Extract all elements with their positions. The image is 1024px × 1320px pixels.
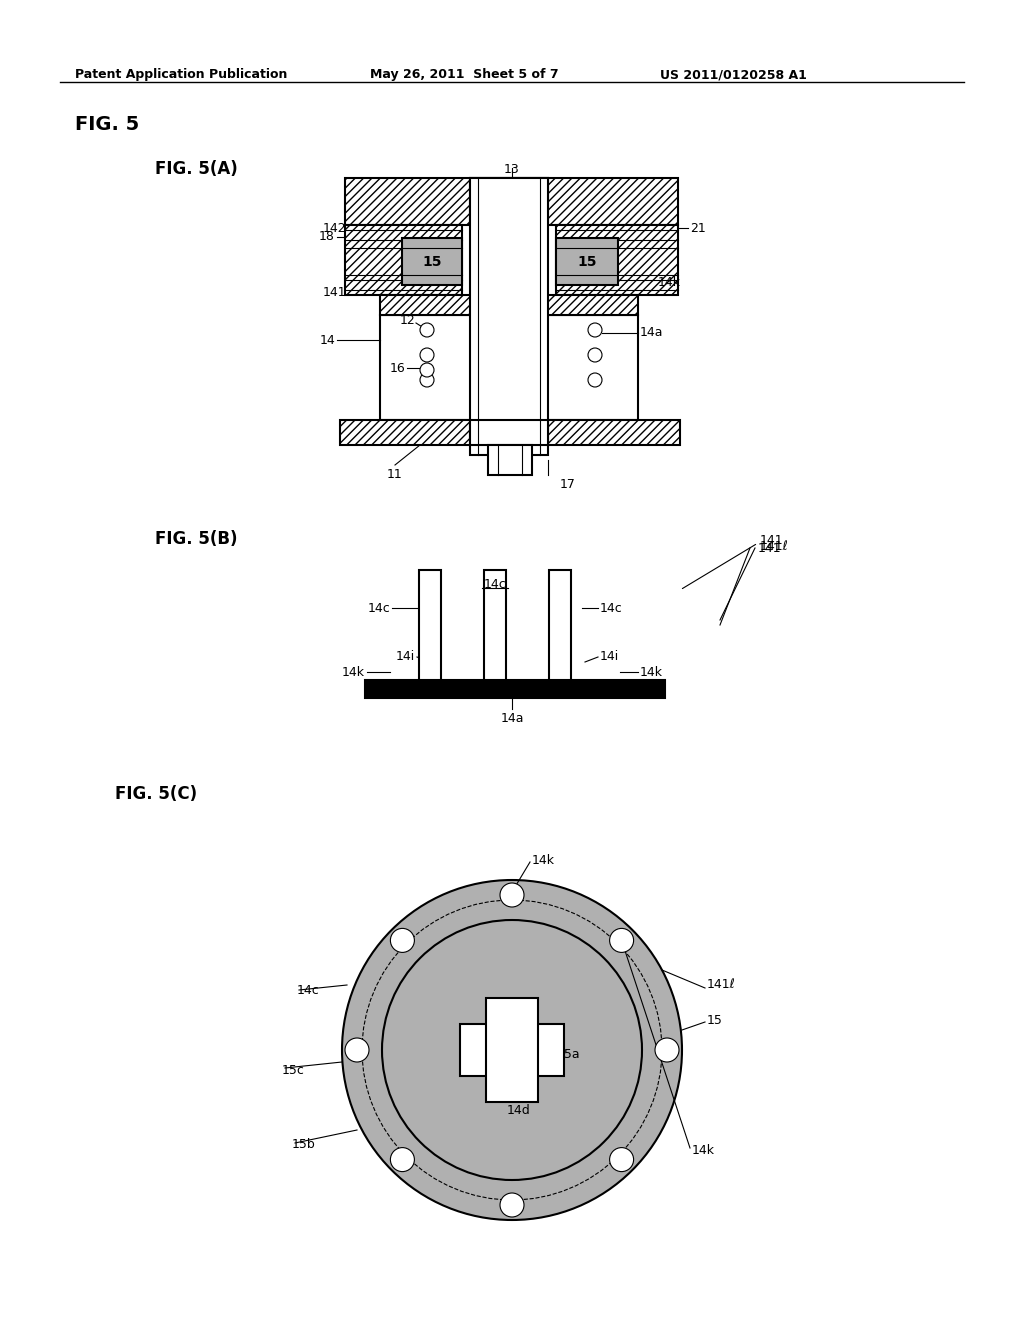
Circle shape — [609, 1147, 634, 1172]
Polygon shape — [556, 224, 678, 294]
Text: 142: 142 — [323, 222, 346, 235]
Polygon shape — [345, 178, 678, 224]
Text: FIG. 5(C): FIG. 5(C) — [115, 785, 198, 803]
Polygon shape — [488, 445, 532, 475]
Text: 141: 141 — [758, 543, 781, 554]
Text: 14c: 14c — [368, 602, 390, 615]
Text: 14c: 14c — [483, 578, 507, 591]
Text: 14k: 14k — [658, 276, 681, 289]
Text: 141: 141 — [323, 285, 346, 298]
Polygon shape — [380, 294, 638, 315]
Polygon shape — [460, 1024, 564, 1076]
Text: FIG. 5: FIG. 5 — [75, 115, 139, 135]
Text: FIG. 5(A): FIG. 5(A) — [155, 160, 238, 178]
Text: 141: 141 — [760, 533, 783, 546]
Text: 14a: 14a — [501, 711, 523, 725]
Polygon shape — [345, 224, 462, 294]
Text: 18: 18 — [319, 231, 335, 243]
Text: 15a: 15a — [557, 1048, 581, 1061]
Text: 14a: 14a — [640, 326, 664, 339]
Circle shape — [420, 363, 434, 378]
Text: 14c: 14c — [600, 602, 623, 615]
Text: 141ℓ: 141ℓ — [707, 978, 736, 991]
Text: Patent Application Publication: Patent Application Publication — [75, 69, 288, 81]
Text: FIG. 5(B): FIG. 5(B) — [155, 531, 238, 548]
Text: 15c: 15c — [282, 1064, 305, 1077]
Text: 15b: 15b — [292, 1138, 315, 1151]
Circle shape — [588, 323, 602, 337]
Text: 15: 15 — [578, 255, 597, 268]
Circle shape — [390, 928, 415, 953]
Circle shape — [390, 1147, 415, 1172]
Text: 14k: 14k — [640, 665, 663, 678]
Text: 15: 15 — [707, 1014, 723, 1027]
Text: 21: 21 — [690, 222, 706, 235]
Circle shape — [420, 374, 434, 387]
Circle shape — [655, 1038, 679, 1063]
Polygon shape — [380, 315, 638, 420]
Circle shape — [588, 348, 602, 362]
Text: 14k: 14k — [532, 854, 555, 866]
Text: 14k: 14k — [692, 1143, 715, 1156]
Text: 17: 17 — [560, 478, 575, 491]
Text: 14: 14 — [319, 334, 335, 346]
Circle shape — [500, 1193, 524, 1217]
Circle shape — [588, 374, 602, 387]
Polygon shape — [340, 420, 680, 445]
Polygon shape — [556, 238, 618, 285]
Polygon shape — [484, 570, 506, 680]
Text: 16: 16 — [389, 362, 406, 375]
Polygon shape — [470, 178, 548, 455]
Text: 14i: 14i — [395, 651, 415, 664]
Polygon shape — [486, 998, 538, 1102]
Circle shape — [345, 1038, 369, 1063]
Text: May 26, 2011  Sheet 5 of 7: May 26, 2011 Sheet 5 of 7 — [370, 69, 559, 81]
Circle shape — [500, 883, 524, 907]
Circle shape — [420, 323, 434, 337]
Text: 12: 12 — [399, 314, 415, 326]
Polygon shape — [419, 570, 441, 680]
Circle shape — [420, 348, 434, 362]
Polygon shape — [365, 680, 665, 698]
Text: 15: 15 — [422, 255, 441, 268]
Polygon shape — [549, 570, 571, 680]
Polygon shape — [402, 238, 462, 285]
Text: 11: 11 — [387, 469, 402, 480]
Circle shape — [382, 920, 642, 1180]
Text: 14i: 14i — [600, 651, 620, 664]
Circle shape — [609, 928, 634, 953]
Text: 13: 13 — [504, 162, 520, 176]
Text: US 2011/0120258 A1: US 2011/0120258 A1 — [660, 69, 807, 81]
Polygon shape — [470, 178, 548, 224]
Text: 14k: 14k — [342, 665, 365, 678]
Text: 14d: 14d — [507, 1104, 530, 1117]
Text: 14c: 14c — [297, 983, 319, 997]
Text: 14b: 14b — [490, 1048, 514, 1061]
Polygon shape — [470, 420, 548, 445]
Text: 141ℓ: 141ℓ — [760, 540, 788, 553]
Circle shape — [342, 880, 682, 1220]
